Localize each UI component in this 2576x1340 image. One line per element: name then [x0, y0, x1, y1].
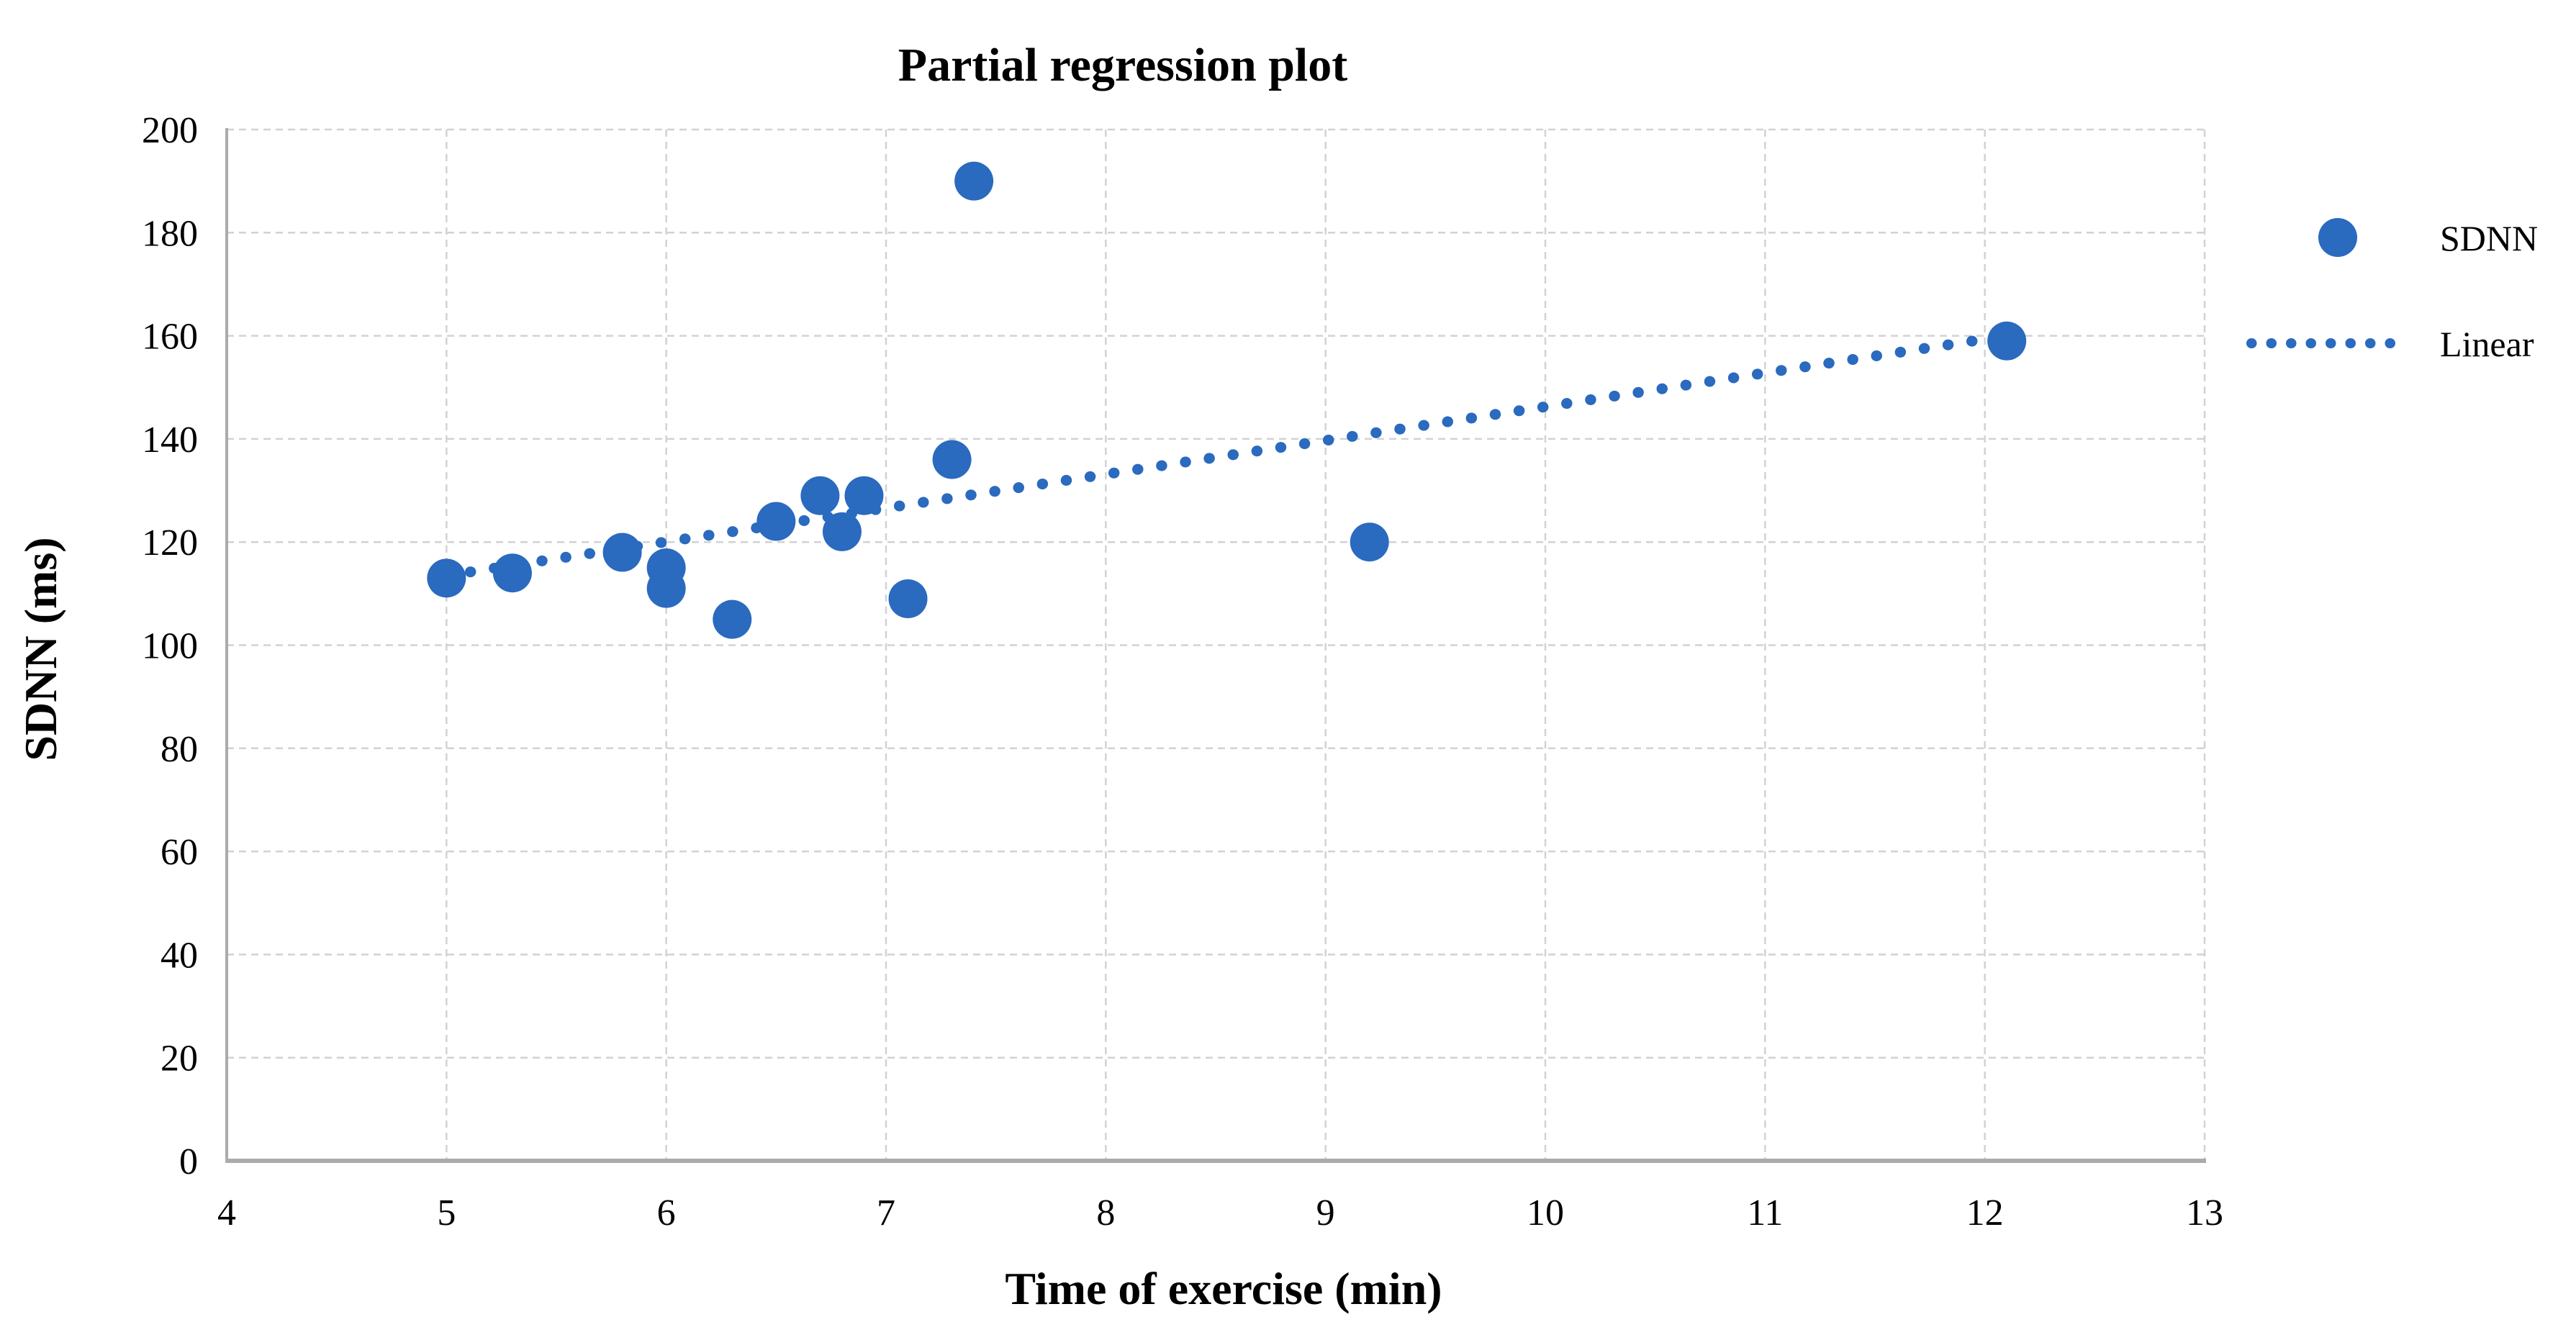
y-tick-label: 200 — [142, 110, 198, 151]
data-point — [888, 579, 928, 619]
legend-label-sdnn: SDNN — [2440, 218, 2538, 258]
y-tick-label: 100 — [142, 626, 198, 667]
data-point — [954, 161, 994, 201]
y-tick-label: 160 — [142, 317, 198, 358]
axis-lines — [225, 128, 2206, 1163]
data-point — [756, 502, 796, 541]
x-tick-label: 6 — [657, 1192, 676, 1233]
x-axis-title: Time of exercise (min) — [1005, 1263, 1442, 1314]
y-tick-label: 80 — [161, 729, 198, 770]
data-point — [822, 512, 862, 551]
x-tick-label: 7 — [877, 1192, 895, 1233]
x-tick-label: 12 — [1966, 1192, 2004, 1233]
data-point — [1350, 522, 1389, 562]
y-tick-label: 20 — [161, 1038, 198, 1079]
trendline-dotted-line — [440, 330, 2012, 581]
scatter-points — [427, 161, 2027, 639]
data-point — [844, 476, 884, 515]
x-tick-label: 13 — [2186, 1192, 2223, 1233]
y-tick-label: 40 — [161, 935, 198, 976]
x-tick-label: 5 — [437, 1192, 456, 1233]
y-tick-label: 140 — [142, 420, 198, 461]
y-tick-label: 60 — [161, 832, 198, 873]
x-tick-label: 10 — [1527, 1192, 1564, 1233]
y-tick-label: 180 — [142, 213, 198, 254]
gridlines — [227, 128, 2206, 1161]
data-point — [1987, 321, 2027, 361]
trendline — [440, 330, 2012, 581]
y-tick-label: 0 — [179, 1141, 198, 1182]
chart-title: Partial regression plot — [898, 39, 1348, 91]
data-point — [427, 558, 466, 598]
x-tick-label: 9 — [1316, 1192, 1335, 1233]
data-point — [800, 476, 840, 515]
data-point — [713, 599, 752, 639]
data-point — [646, 569, 686, 608]
data-point — [492, 553, 532, 593]
y-axis-title: SDNN (ms) — [15, 537, 66, 761]
legend: SDNN Linear — [2246, 218, 2538, 364]
legend-marker-sdnn-circle-icon — [2318, 218, 2357, 257]
x-tick-label: 4 — [217, 1192, 236, 1233]
y-tick-labels: 0 20 40 60 80 100 120 140 160 180 200 — [142, 110, 198, 1182]
data-point — [932, 440, 972, 479]
data-point — [602, 533, 642, 572]
y-tick-label: 120 — [142, 522, 198, 563]
legend-label-linear: Linear — [2440, 324, 2534, 364]
x-tick-label: 8 — [1096, 1192, 1115, 1233]
x-tick-label: 11 — [1747, 1192, 1783, 1233]
x-tick-labels: 4 5 6 7 8 9 10 11 12 13 — [217, 1192, 2223, 1233]
